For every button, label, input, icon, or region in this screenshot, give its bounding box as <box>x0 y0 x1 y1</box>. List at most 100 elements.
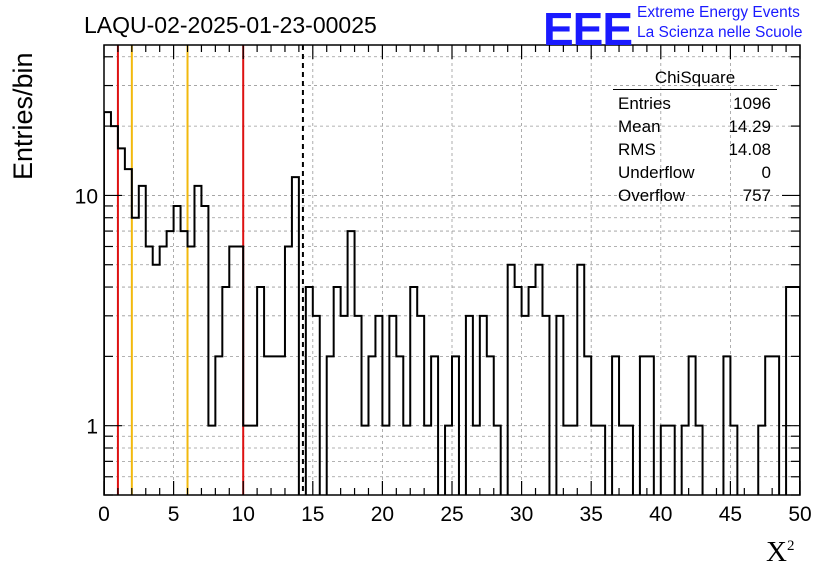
histogram-bin <box>758 426 765 495</box>
histogram-bin <box>494 426 501 495</box>
histogram-bin <box>264 356 271 495</box>
histogram-bin <box>584 356 591 495</box>
histogram-bin <box>410 287 417 495</box>
stats-row-entries: Entries 1096 <box>618 94 771 113</box>
histogram-bin <box>765 356 772 495</box>
histogram-bin <box>341 316 348 495</box>
histogram-bin <box>125 169 132 495</box>
histogram-bin <box>668 426 675 495</box>
histogram-bin <box>522 316 529 495</box>
histogram-bin <box>577 265 584 495</box>
x-tick-label: 0 <box>98 503 110 526</box>
histogram-bin <box>424 426 431 495</box>
histogram-bin <box>542 316 549 495</box>
histogram-bin <box>793 287 800 495</box>
histogram-bin <box>146 246 153 495</box>
histogram-bin <box>396 356 403 495</box>
histogram-bin <box>612 356 619 495</box>
histogram-bin <box>188 246 195 495</box>
histogram-bin <box>480 316 487 495</box>
histogram-bin <box>327 356 334 495</box>
histogram-bin <box>772 356 779 495</box>
histogram-bin <box>118 148 125 495</box>
x-tick-label: 5 <box>168 503 180 526</box>
y-tick-label: 10 <box>75 185 98 208</box>
histogram-bin <box>647 356 654 495</box>
x-tick-label: 45 <box>719 503 742 526</box>
x-tick-label: 30 <box>510 503 533 526</box>
histogram-bin <box>285 246 292 495</box>
y-axis-label: Entries/bin <box>8 52 38 180</box>
histogram-bin <box>382 426 389 495</box>
histogram-bin <box>570 426 577 495</box>
histogram-bin <box>598 426 605 495</box>
histogram-bin <box>236 246 243 495</box>
histogram-bin <box>348 231 355 495</box>
logo-subtitle-2: La Scienza nelle Scuole <box>637 24 803 41</box>
histogram-bin <box>403 426 410 495</box>
histogram-bin <box>515 287 522 495</box>
x-tick-label: 20 <box>371 503 394 526</box>
x-tick-label: 15 <box>301 503 324 526</box>
histogram-bin <box>271 356 278 495</box>
histogram-bin <box>466 316 473 495</box>
x-tick-label: 10 <box>232 503 255 526</box>
histogram-bin <box>556 316 563 495</box>
histogram-bin <box>257 287 264 495</box>
stats-box-title: ChiSquare <box>613 68 777 90</box>
histogram-bin <box>243 426 250 495</box>
x-tick-label: 35 <box>580 503 603 526</box>
histogram-bin <box>689 356 696 495</box>
histogram-bin <box>132 218 139 495</box>
stats-row-rms: RMS 14.08 <box>618 140 771 159</box>
histogram-bin <box>723 356 730 495</box>
histogram-bin <box>250 426 257 495</box>
histogram-bin <box>682 426 689 495</box>
histogram-bin <box>104 112 111 495</box>
histogram-bin <box>640 356 647 495</box>
histogram-bin <box>167 231 174 495</box>
histogram-bin <box>786 287 793 495</box>
histogram-bin <box>536 265 543 495</box>
histogram-bin <box>208 426 215 495</box>
histogram-bin <box>375 316 382 495</box>
x-tick-label: 25 <box>440 503 463 526</box>
histogram-bin <box>591 426 598 495</box>
histogram-bin <box>619 426 626 495</box>
histogram-bin <box>445 426 452 495</box>
histogram-bin <box>306 287 313 495</box>
x-tick-label: 40 <box>649 503 672 526</box>
histogram-bin <box>368 356 375 495</box>
histogram-bin <box>661 426 668 495</box>
histogram-bin <box>139 186 146 495</box>
stats-box: ChiSquare Entries 1096 Mean 14.29 RMS 14.08… <box>613 68 777 207</box>
histogram-bin <box>313 316 320 495</box>
histogram-bin <box>334 287 341 495</box>
histogram-bin <box>160 246 167 495</box>
histogram-bin <box>696 426 703 495</box>
histogram-bin <box>201 206 208 495</box>
histogram-series <box>104 111 800 495</box>
histogram-bin <box>487 356 494 495</box>
histogram-bin <box>222 287 229 495</box>
histogram-bin <box>563 426 570 495</box>
histogram-bin <box>452 356 459 495</box>
histogram-bin <box>508 265 515 495</box>
histogram-bin <box>431 356 438 495</box>
histogram-bin <box>417 316 424 495</box>
histogram-bin <box>389 316 396 495</box>
histogram-bin <box>229 246 236 495</box>
histogram-bin <box>111 126 118 495</box>
histogram-bin <box>730 426 737 495</box>
histogram-bin <box>355 316 362 495</box>
stats-row-underflow: Underflow 0 <box>618 163 771 182</box>
logo-subtitle-1: Extreme Energy Events <box>637 4 800 21</box>
y-tick-label: 1 <box>86 416 98 439</box>
histogram-bin <box>215 356 222 495</box>
x-tick-label: 50 <box>788 503 811 526</box>
stats-row-overflow: Overflow 757 <box>618 186 771 205</box>
eee-logo: EEE <box>543 3 633 55</box>
histogram-bin <box>362 426 369 495</box>
histogram-bin <box>473 426 480 495</box>
